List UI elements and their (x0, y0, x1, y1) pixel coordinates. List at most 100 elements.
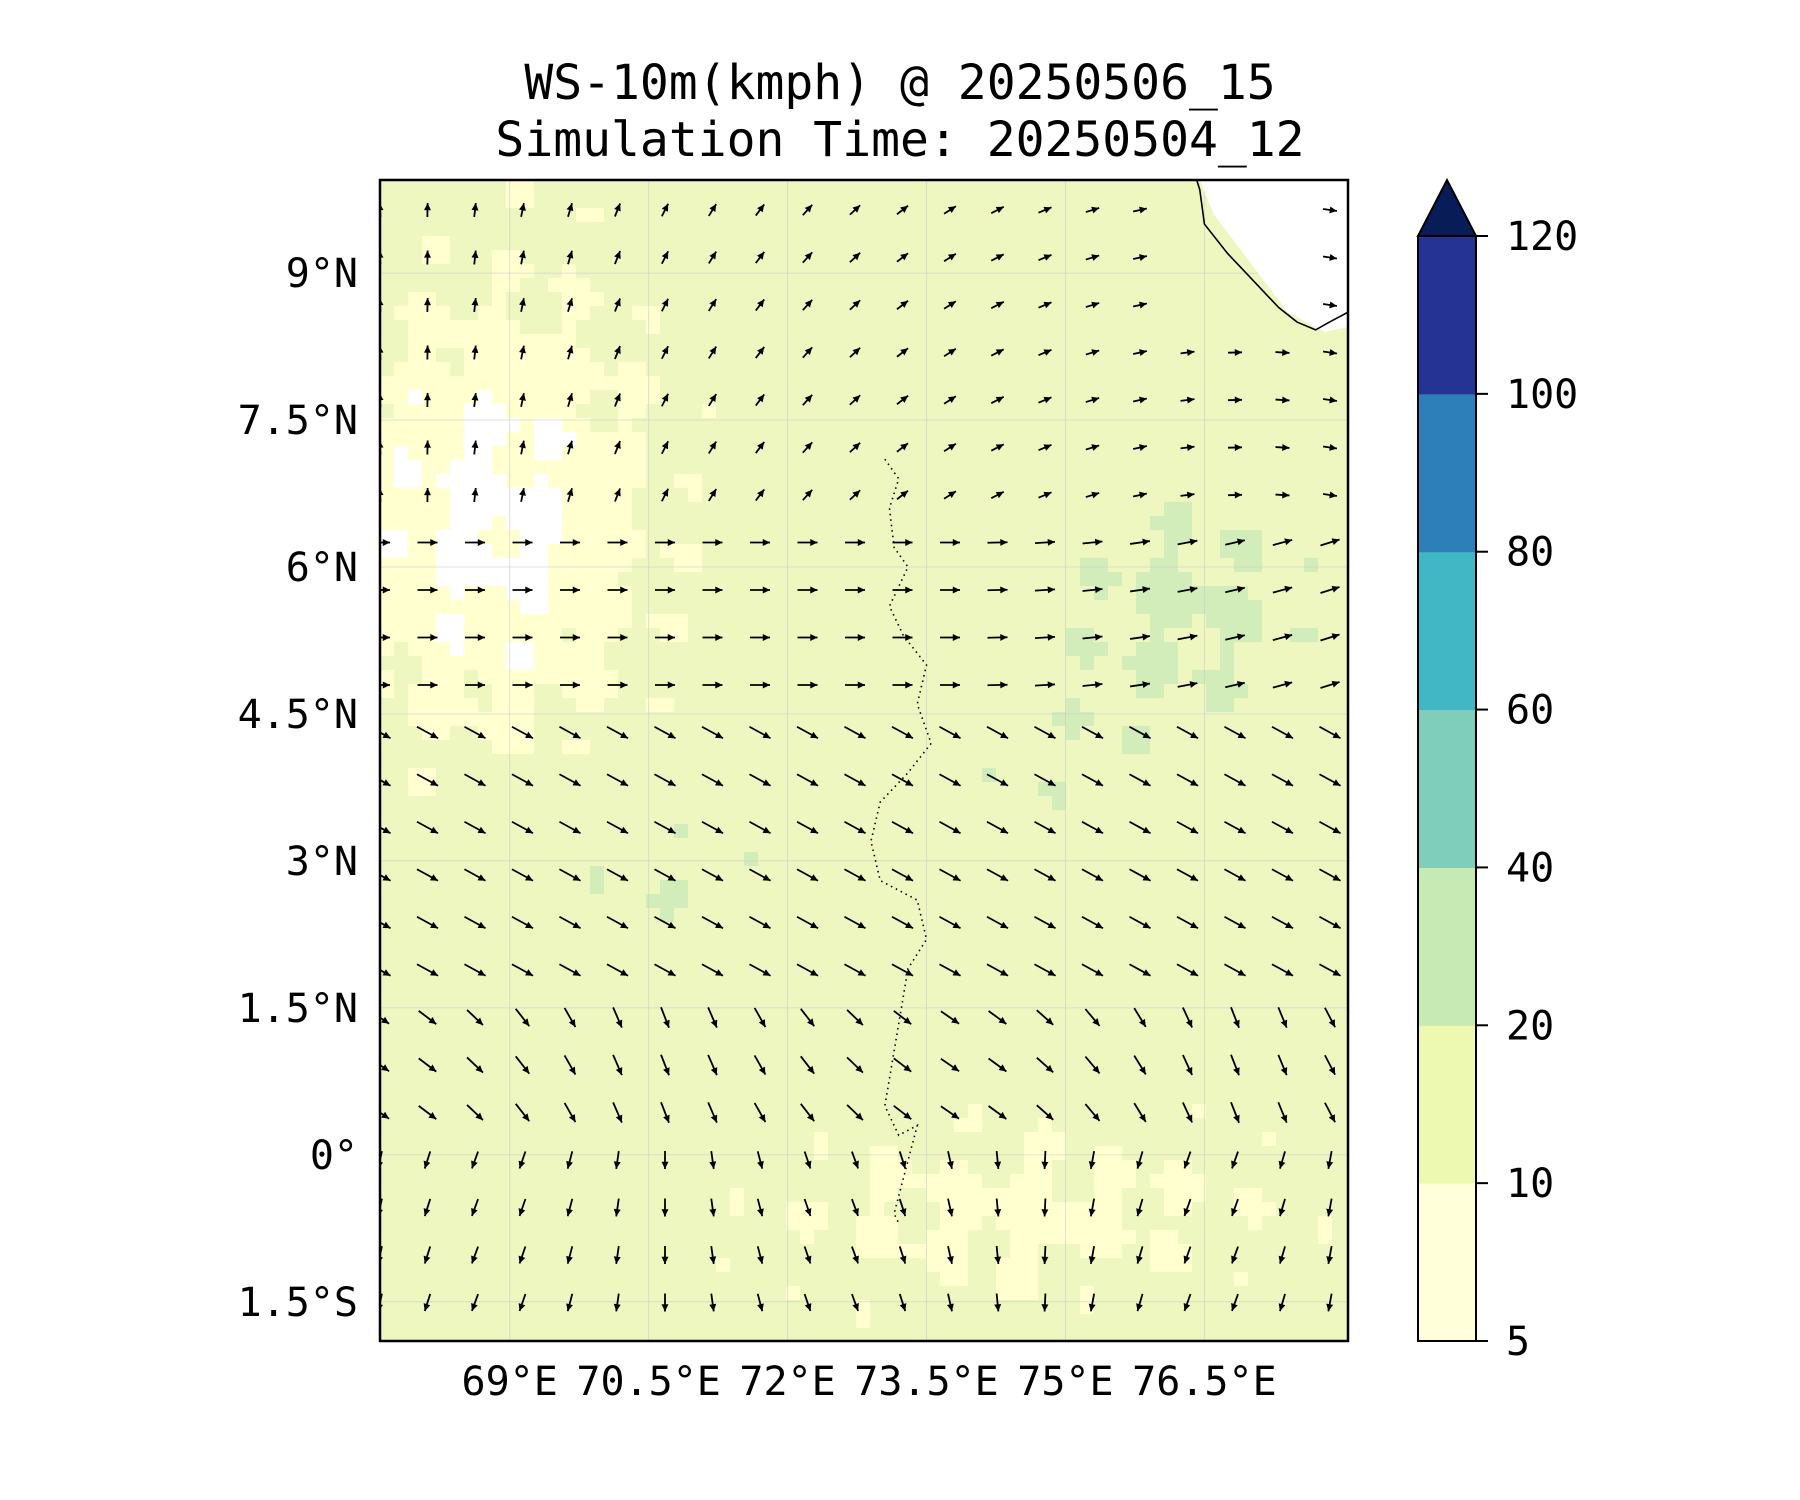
field-cell (534, 502, 549, 517)
field-cell (1108, 1006, 1123, 1021)
field-cell (968, 390, 983, 405)
field-cell (1010, 768, 1025, 783)
field-cell (1094, 320, 1109, 335)
field-cell (1024, 810, 1039, 825)
field-cell (674, 250, 689, 265)
field-cell (1262, 362, 1277, 377)
field-cell (464, 1118, 479, 1133)
field-cell (1024, 866, 1039, 881)
field-cell (1136, 1034, 1151, 1049)
field-cell (1052, 670, 1067, 685)
field-cell (632, 502, 647, 517)
field-cell (618, 796, 633, 811)
field-cell (940, 460, 955, 475)
field-cell (618, 194, 633, 209)
field-cell (954, 600, 969, 615)
field-cell (408, 208, 423, 223)
field-cell (534, 712, 549, 727)
field-cell (702, 530, 717, 545)
field-cell (1038, 418, 1053, 433)
field-cell (478, 642, 493, 657)
field-cell (870, 1034, 885, 1049)
field-cell (1304, 376, 1319, 391)
field-cell (590, 936, 605, 951)
field-cell (1206, 250, 1221, 265)
field-cell (1332, 516, 1347, 531)
field-cell (828, 390, 843, 405)
field-cell (800, 418, 815, 433)
field-cell (1206, 1160, 1221, 1175)
field-cell (702, 1118, 717, 1133)
field-cell (730, 516, 745, 531)
field-cell (1052, 180, 1067, 195)
field-cell (394, 698, 409, 713)
field-cell (534, 1104, 549, 1119)
field-cell (1276, 838, 1291, 853)
field-cell (968, 880, 983, 895)
field-cell (1178, 558, 1193, 573)
field-cell (716, 684, 731, 699)
field-cell (464, 180, 479, 195)
field-cell (492, 1020, 507, 1035)
field-cell (632, 810, 647, 825)
field-cell (464, 950, 479, 965)
field-cell (380, 1132, 395, 1147)
field-cell (1136, 208, 1151, 223)
field-cell (380, 936, 395, 951)
field-cell (716, 712, 731, 727)
field-cell (688, 600, 703, 615)
field-cell (436, 754, 451, 769)
field-cell (1094, 642, 1109, 657)
field-cell (772, 572, 787, 587)
field-cell (394, 292, 409, 307)
field-cell (814, 852, 829, 867)
field-cell (1304, 446, 1319, 461)
field-cell (814, 586, 829, 601)
field-cell (408, 908, 423, 923)
field-cell (632, 320, 647, 335)
field-cell (800, 516, 815, 531)
field-cell (436, 558, 451, 573)
field-cell (856, 292, 871, 307)
field-cell (1276, 698, 1291, 713)
field-cell (702, 964, 717, 979)
field-cell (982, 1104, 997, 1119)
field-cell (870, 740, 885, 755)
field-cell (744, 1160, 759, 1175)
field-cell (590, 950, 605, 965)
field-cell (870, 908, 885, 923)
field-cell (1206, 1062, 1221, 1077)
field-cell (1262, 936, 1277, 951)
field-cell (408, 964, 423, 979)
field-cell (674, 782, 689, 797)
field-cell (758, 642, 773, 657)
field-cell (814, 418, 829, 433)
field-cell (660, 698, 675, 713)
field-cell (814, 460, 829, 475)
field-cell (772, 1006, 787, 1021)
field-cell (716, 852, 731, 867)
field-cell (1038, 670, 1053, 685)
field-cell (716, 516, 731, 531)
field-cell (1136, 1104, 1151, 1119)
field-cell (1206, 754, 1221, 769)
field-cell (422, 1132, 437, 1147)
field-cell (1066, 992, 1081, 1007)
field-cell (926, 684, 941, 699)
field-cell (828, 488, 843, 503)
field-cell (422, 796, 437, 811)
field-cell (1066, 866, 1081, 881)
field-cell (996, 838, 1011, 853)
field-cell (1108, 292, 1123, 307)
field-cell (982, 852, 997, 867)
field-cell (870, 1132, 885, 1147)
field-cell (912, 726, 927, 741)
field-cell (1038, 1048, 1053, 1063)
field-cell (534, 1160, 549, 1175)
field-cell (1038, 810, 1053, 825)
field-cell (1024, 474, 1039, 489)
field-cell (1276, 572, 1291, 587)
field-cell (1010, 348, 1025, 363)
field-cell (618, 614, 633, 629)
field-cell (450, 502, 465, 517)
